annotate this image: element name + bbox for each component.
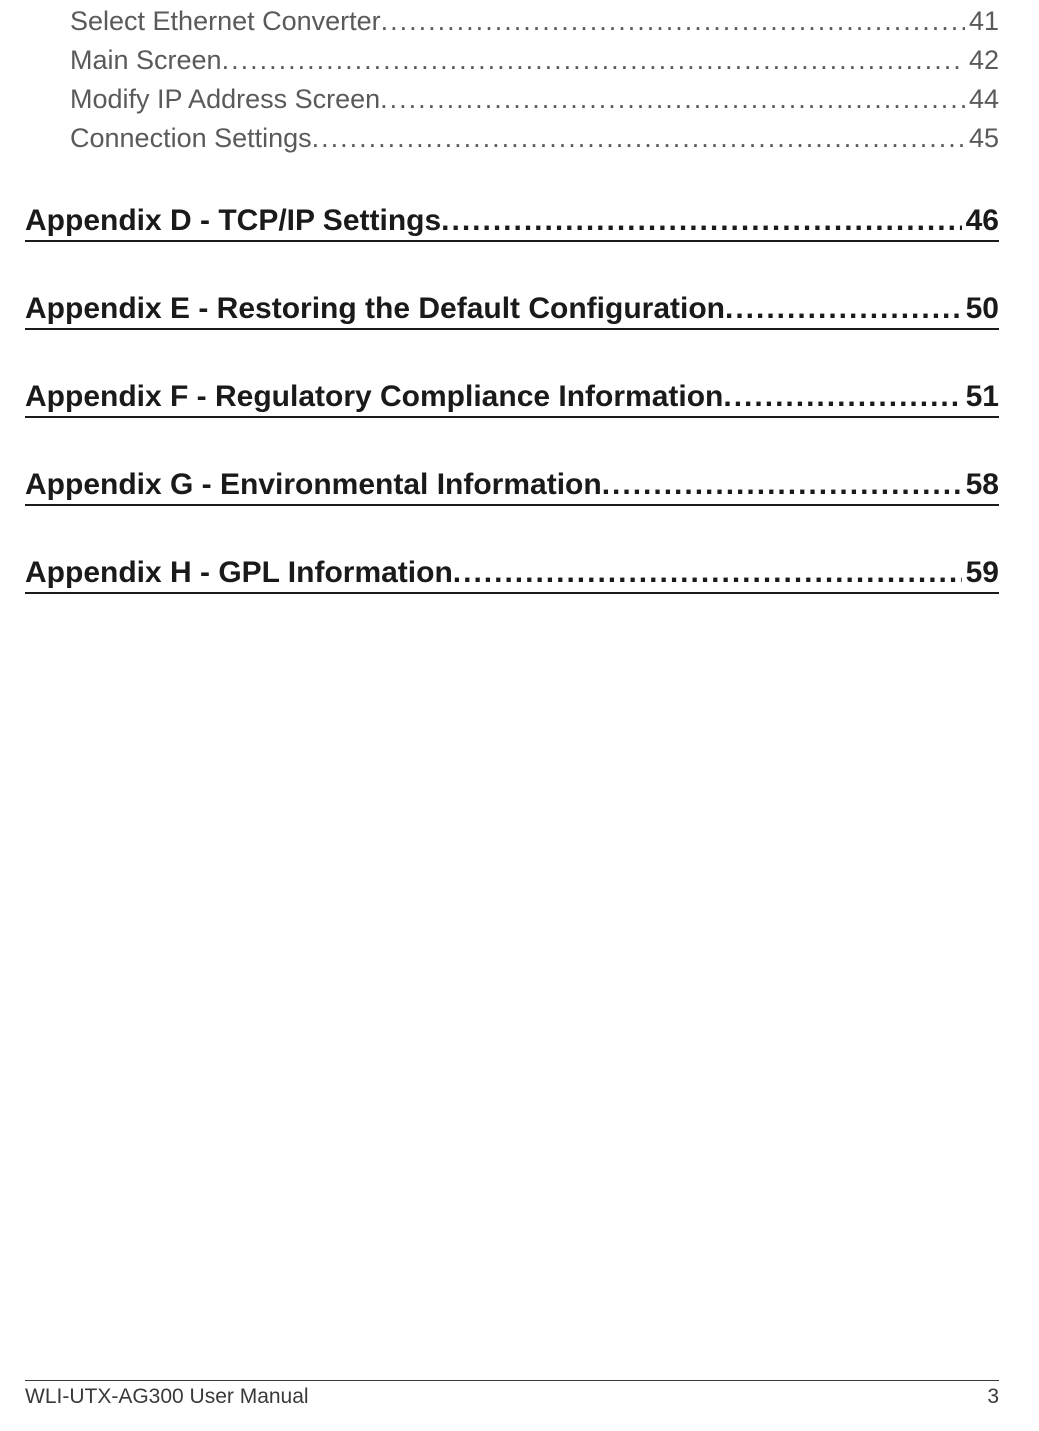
toc-sub-entry: Modify IP Address Screen ...............… xyxy=(25,84,999,115)
toc-major-title: Appendix D - TCP/IP Settings xyxy=(25,204,441,238)
toc-sub-page: 41 xyxy=(965,6,999,37)
toc-sub-group: Select Ethernet Converter ..............… xyxy=(25,6,999,154)
toc-major-title: Appendix F - Regulatory Compliance Infor… xyxy=(25,380,723,414)
toc-sub-title: Connection Settings xyxy=(70,123,312,154)
toc-major-page: 46 xyxy=(962,204,999,238)
toc-leader: ........................................… xyxy=(453,556,962,590)
toc-sub-title: Main Screen xyxy=(70,45,222,76)
footer-manual-title: WLI-UTX-AG300 User Manual xyxy=(25,1385,309,1409)
toc-major-title: Appendix H - GPL Information xyxy=(25,556,453,590)
toc-leader: ........................................… xyxy=(222,45,965,76)
toc-leader: ........................................… xyxy=(602,468,962,502)
toc-sub-page: 44 xyxy=(965,84,999,115)
toc-sub-entry: Connection Settings ....................… xyxy=(25,123,999,154)
toc-leader: ........................................… xyxy=(380,84,965,115)
toc-sub-title: Select Ethernet Converter xyxy=(70,6,381,37)
footer-page-number: 3 xyxy=(987,1385,999,1409)
toc-sub-entry: Main Screen ............................… xyxy=(25,45,999,76)
toc-sub-page: 42 xyxy=(965,45,999,76)
toc-sub-page: 45 xyxy=(965,123,999,154)
toc-major-page: 50 xyxy=(962,292,999,326)
toc-major-entry: Appendix H - GPL Information ...........… xyxy=(25,556,999,594)
toc-major-page: 51 xyxy=(962,380,999,414)
toc-content: Select Ethernet Converter ..............… xyxy=(0,0,1039,594)
toc-major-entry: Appendix D - TCP/IP Settings ...........… xyxy=(25,204,999,242)
toc-leader: ........................................… xyxy=(723,380,961,414)
toc-sub-title: Modify IP Address Screen xyxy=(70,84,380,115)
toc-major-title: Appendix E - Restoring the Default Confi… xyxy=(25,292,725,326)
toc-major-entry: Appendix F - Regulatory Compliance Infor… xyxy=(25,380,999,418)
toc-leader: ........................................… xyxy=(381,6,965,37)
toc-major-title: Appendix G - Environmental Information xyxy=(25,468,602,502)
page-footer: WLI-UTX-AG300 User Manual 3 xyxy=(25,1380,999,1409)
toc-major-entry: Appendix E - Restoring the Default Confi… xyxy=(25,292,999,330)
toc-leader: ........................................… xyxy=(725,292,962,326)
toc-major-page: 59 xyxy=(962,556,999,590)
toc-leader: ........................................… xyxy=(441,204,961,238)
toc-sub-entry: Select Ethernet Converter ..............… xyxy=(25,6,999,37)
toc-major-entry: Appendix G - Environmental Information .… xyxy=(25,468,999,506)
toc-major-page: 58 xyxy=(962,468,999,502)
toc-leader: ........................................… xyxy=(312,123,965,154)
